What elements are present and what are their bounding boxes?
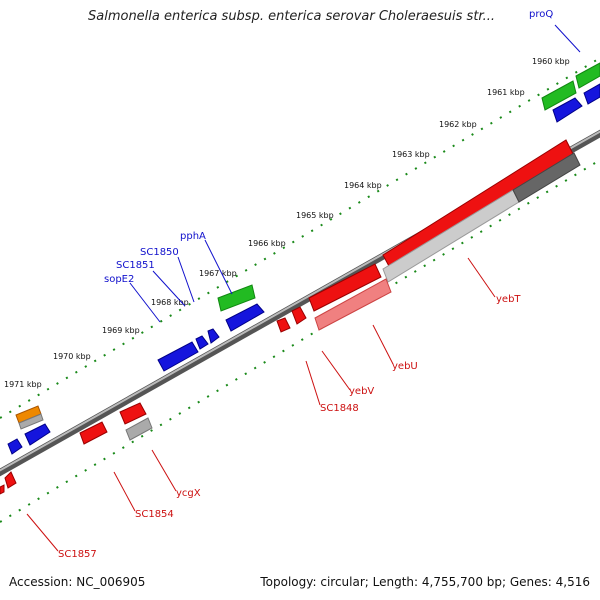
- gene-feature[interactable]: [382, 139, 574, 269]
- gene-feature[interactable]: [207, 328, 220, 344]
- map-title: Salmonella enterica subsp. enterica sero…: [88, 9, 495, 24]
- outer-scale-track: [0, 57, 600, 419]
- gene-feature[interactable]: [79, 421, 108, 445]
- scale-label: 1965 kbp: [296, 211, 334, 220]
- scale-label: 1960 kbp: [532, 57, 570, 66]
- gene-feature[interactable]: [291, 306, 307, 325]
- reverse-label-lines: [26, 257, 496, 552]
- gene-feature[interactable]: [552, 97, 583, 123]
- scale-label: 1968 kbp: [151, 298, 189, 307]
- gene-label-SC1850[interactable]: SC1850: [140, 247, 179, 258]
- gene-label-yebU[interactable]: yebU: [392, 361, 418, 372]
- gene-feature[interactable]: [157, 341, 199, 372]
- genome-summary: Topology: circular; Length: 4,755,700 bp…: [260, 575, 590, 589]
- scale-label: 1967 kbp: [199, 269, 237, 278]
- gene-feature[interactable]: [119, 402, 147, 425]
- gene-label-ycgX[interactable]: ycgX: [176, 488, 201, 499]
- gene-feature[interactable]: [382, 189, 520, 283]
- scale-label: 1962 kbp: [439, 120, 477, 129]
- gene-feature[interactable]: [308, 263, 382, 312]
- forward-features: [7, 62, 600, 455]
- gene-label-sopE2[interactable]: sopE2: [104, 274, 134, 285]
- reverse-gene-labels: yebT yebU yebV SC1848 ycgX SC1854 SC1857: [58, 294, 521, 560]
- forward-label-lines: [129, 24, 581, 323]
- gene-feature[interactable]: [4, 471, 17, 489]
- gene-feature[interactable]: [217, 284, 256, 312]
- accession-label: Accession: NC_006905: [9, 575, 146, 589]
- gene-label-yebV[interactable]: yebV: [349, 386, 374, 397]
- gene-feature[interactable]: [314, 278, 392, 331]
- scale-label: 1970 kbp: [53, 352, 91, 361]
- gene-label-pphA[interactable]: pphA: [180, 231, 206, 242]
- scale-label: 1966 kbp: [248, 239, 286, 248]
- forward-gene-labels: proQ pphA SC1850 SC1851 sopE2: [104, 9, 553, 285]
- gene-feature[interactable]: [125, 417, 153, 441]
- reverse-features: [0, 139, 581, 495]
- gene-label-SC1851[interactable]: SC1851: [116, 260, 155, 271]
- scale-label: 1964 kbp: [344, 181, 382, 190]
- gene-feature[interactable]: [575, 62, 600, 89]
- gene-feature[interactable]: [512, 152, 581, 203]
- gene-feature[interactable]: [195, 335, 209, 350]
- gene-feature[interactable]: [583, 83, 600, 105]
- gene-feature[interactable]: [18, 413, 44, 430]
- scale-label: 1961 kbp: [487, 88, 525, 97]
- scale-label: 1963 kbp: [392, 150, 430, 159]
- scale-label: 1969 kbp: [102, 326, 140, 335]
- gene-feature[interactable]: [7, 438, 23, 455]
- gene-label-SC1854[interactable]: SC1854: [135, 509, 174, 520]
- scale-label: 1971 kbp: [4, 380, 42, 389]
- gene-feature[interactable]: [225, 303, 265, 332]
- gene-feature[interactable]: [541, 80, 577, 111]
- gene-label-proQ[interactable]: proQ: [529, 9, 553, 20]
- gene-feature[interactable]: [276, 317, 291, 333]
- gene-feature[interactable]: [24, 423, 51, 446]
- gene-label-SC1848[interactable]: SC1848: [320, 403, 359, 414]
- inner-scale-track: [0, 159, 600, 523]
- gene-feature[interactable]: [0, 484, 5, 495]
- scale-labels: 1960 kbp 1961 kbp 1962 kbp 1963 kbp 1964…: [4, 57, 570, 389]
- gene-label-yebT[interactable]: yebT: [496, 294, 521, 305]
- gene-label-SC1857[interactable]: SC1857: [58, 549, 97, 560]
